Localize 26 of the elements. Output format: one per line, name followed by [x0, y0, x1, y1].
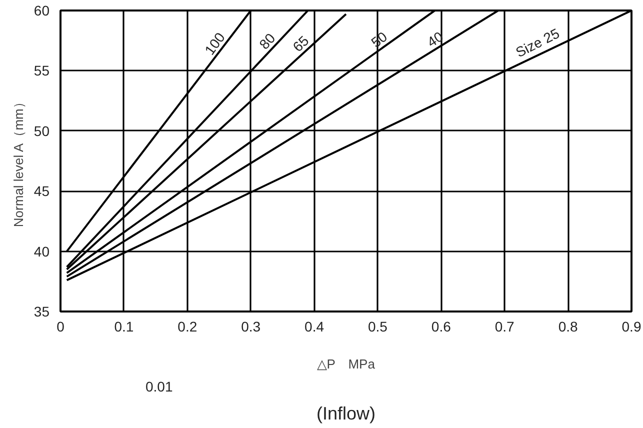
text: 65: [289, 32, 312, 55]
y-tick-label: 40: [34, 243, 50, 260]
text: 0.01: [146, 378, 173, 394]
y-axis-title: Normal level A（mm）: [10, 96, 26, 228]
text: 100: [201, 29, 228, 58]
y-tick-label: 60: [34, 2, 50, 18]
y-tick-label: 45: [34, 183, 50, 200]
text: 50: [368, 28, 390, 51]
y-tick-label: 35: [34, 304, 50, 320]
x-tick-label: 0.8: [558, 318, 578, 334]
x-tick-label: 0.6: [431, 318, 452, 334]
y-tick-label: 50: [34, 122, 50, 139]
x-tick-label: 0: [56, 318, 65, 334]
x-tick-label: 0.9: [622, 318, 642, 334]
text: 40: [424, 28, 446, 50]
x-axis-title: △P MPa: [316, 356, 376, 372]
x-tick-label: 0.2: [178, 318, 198, 334]
x-tick-label: 0.4: [304, 318, 324, 334]
x-tick-label: 0.5: [368, 318, 388, 334]
x-tick-label: 0.3: [241, 318, 261, 334]
text: (Inflow): [316, 404, 376, 424]
y-tick-label: 55: [34, 62, 50, 79]
x-tick-label: 0.7: [494, 318, 515, 334]
x-tick-label: 0.1: [114, 318, 134, 334]
text: 80: [256, 30, 278, 52]
text: Size 25: [513, 24, 562, 60]
